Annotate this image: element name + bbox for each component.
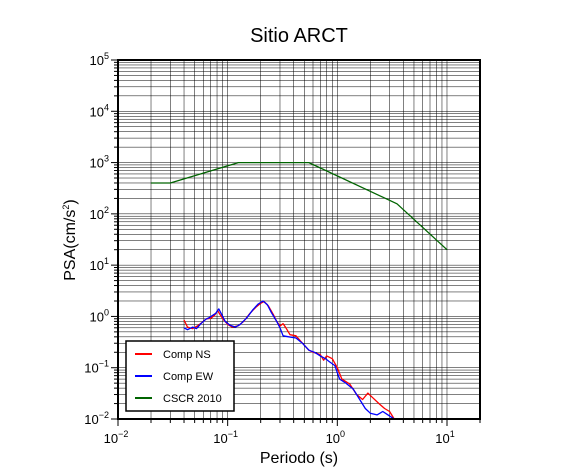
y-tick-label: 102 xyxy=(90,205,109,222)
x-tick-base: 10 xyxy=(213,431,227,446)
y-tick-label: 100 xyxy=(90,307,109,324)
x-tick-exp: −1 xyxy=(228,429,238,439)
x-tick-label: 100 xyxy=(326,429,345,446)
series-layer xyxy=(151,161,448,419)
series-line-comp-ew xyxy=(183,300,395,419)
legend-label-cscr-2010: CSCR 2010 xyxy=(163,393,222,405)
y-tick-base: 10 xyxy=(84,412,98,427)
x-tick-exp: 0 xyxy=(340,429,345,439)
y-tick-label: 103 xyxy=(90,154,109,171)
y-tick-base: 10 xyxy=(90,104,104,119)
y-axis-label-close: ) xyxy=(62,199,79,204)
y-tick-base: 10 xyxy=(90,53,104,68)
y-tick-exp: 3 xyxy=(104,154,109,164)
y-tick-exp: 5 xyxy=(104,51,109,61)
y-tick-label: 10−1 xyxy=(84,359,109,376)
x-tick-exp: −2 xyxy=(118,429,128,439)
y-tick-base: 10 xyxy=(90,309,104,324)
y-tick-exp: 2 xyxy=(104,205,109,215)
y-tick-exp: −2 xyxy=(99,410,109,420)
x-tick-base: 10 xyxy=(326,431,340,446)
y-tick-exp: 4 xyxy=(104,102,109,112)
x-axis-label: Periodo (s) xyxy=(260,450,338,467)
y-tick-exp: 1 xyxy=(104,256,109,266)
x-tick-label: 101 xyxy=(435,429,454,446)
legend-label-comp-ew: Comp EW xyxy=(163,371,214,383)
y-tick-label: 104 xyxy=(90,102,109,119)
y-tick-base: 10 xyxy=(84,361,98,376)
y-axis-label-main: PSA(cm/s xyxy=(62,210,79,281)
legend: Comp NS Comp EW CSCR 2010 xyxy=(125,340,235,412)
y-axis-label: PSA(cm/s2) xyxy=(61,199,79,280)
chart-title: Sitio ARCT xyxy=(250,25,348,47)
y-tick-base: 10 xyxy=(90,207,104,222)
y-tick-exp: 0 xyxy=(104,307,109,317)
y-tick-base: 10 xyxy=(90,258,104,273)
plot-frame xyxy=(117,59,481,420)
series-line-cscr-2010 xyxy=(151,161,448,251)
y-tick-label: 101 xyxy=(90,256,109,273)
y-axis-label-sup: 2 xyxy=(61,205,71,210)
y-tick-label: 105 xyxy=(90,51,109,68)
x-tick-label: 10−1 xyxy=(213,429,238,446)
y-tick-exp: −1 xyxy=(99,359,109,369)
y-tick-base: 10 xyxy=(90,156,104,171)
x-tick-label: 10−2 xyxy=(104,429,129,446)
x-tick-base: 10 xyxy=(104,431,118,446)
legend-label-comp-ns: Comp NS xyxy=(163,349,211,361)
x-tick-base: 10 xyxy=(435,431,449,446)
y-tick-label: 10−2 xyxy=(84,410,109,427)
x-tick-exp: 1 xyxy=(450,429,455,439)
